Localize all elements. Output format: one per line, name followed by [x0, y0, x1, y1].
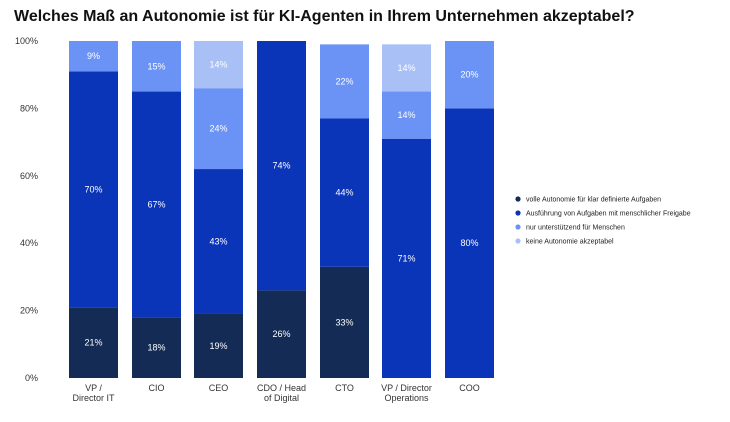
- data-label: 14%: [397, 110, 415, 120]
- legend-marker: [515, 238, 521, 244]
- x-tick-label: Director IT: [72, 393, 115, 403]
- bar-segment: [320, 118, 369, 267]
- y-tick-label: 60%: [20, 171, 38, 181]
- data-label: 24%: [209, 124, 227, 134]
- chart-title: Welches Maß an Autonomie ist für KI-Agen…: [14, 8, 635, 25]
- data-label: 67%: [147, 199, 165, 209]
- x-tick-label: CDO / Head: [257, 383, 306, 393]
- legend: volle Autonomie für klar definierte Aufg…: [515, 196, 691, 246]
- legend-label: nur unterstützend für Menschen: [526, 225, 625, 232]
- y-tick-label: 40%: [20, 238, 38, 248]
- data-label: 43%: [209, 237, 227, 247]
- data-label: 20%: [460, 70, 478, 80]
- data-label: 15%: [147, 61, 165, 71]
- data-label: 9%: [87, 51, 100, 61]
- y-tick-label: 20%: [20, 306, 38, 316]
- bar-segment: [69, 71, 118, 308]
- bar-segment: [194, 88, 243, 170]
- y-axis: 0% 20% 40% 60% 80% 100%: [15, 36, 38, 383]
- x-tick-label: CTO: [335, 383, 354, 393]
- bar-segment: [382, 91, 431, 139]
- bars: 21% 70% 9% 18% 67% 15% 19% 43% 24% 14% 26% 74% 33% 44…: [69, 41, 494, 379]
- bar-segment: [445, 108, 494, 379]
- x-tick-label: VP /: [85, 383, 102, 393]
- data-label: 70%: [84, 184, 102, 194]
- bar-segment: [382, 138, 431, 378]
- legend-marker: [515, 210, 521, 216]
- bar-segment: [132, 41, 181, 92]
- bar-segment: [69, 41, 118, 72]
- data-label: 26%: [272, 329, 290, 339]
- x-tick-label: Operations: [384, 393, 429, 403]
- bar-segment: [194, 41, 243, 89]
- data-label: 14%: [209, 60, 227, 70]
- legend-marker: [515, 224, 521, 230]
- bar-segment: [382, 44, 431, 92]
- data-label: 21%: [84, 338, 102, 348]
- bar-segment: [257, 41, 306, 291]
- data-label: 18%: [147, 343, 165, 353]
- data-label: 74%: [272, 161, 290, 171]
- x-tick-label: COO: [459, 383, 480, 393]
- y-tick-label: 0%: [25, 373, 38, 383]
- legend-label: keine Autonomie akzeptabel: [526, 239, 614, 246]
- bar-segment: [257, 290, 306, 378]
- x-tick-label: CIO: [148, 383, 164, 393]
- bar-segment: [69, 307, 118, 378]
- bar-segment: [320, 44, 369, 119]
- bar-segment: [194, 169, 243, 314]
- bar-segment: [445, 41, 494, 109]
- x-tick-label: of Digital: [264, 393, 299, 403]
- legend-marker: [515, 196, 521, 202]
- data-label: 80%: [460, 238, 478, 248]
- x-tick-label: CEO: [209, 383, 229, 393]
- bar-segment: [320, 266, 369, 378]
- legend-label: Ausführung von Aufgaben mit menschlicher…: [526, 211, 691, 218]
- data-label: 71%: [397, 253, 415, 263]
- y-tick-label: 100%: [15, 36, 38, 46]
- bar-segment: [132, 317, 181, 378]
- data-label: 33%: [335, 317, 353, 327]
- bar-segment: [194, 313, 243, 378]
- data-label: 44%: [335, 188, 353, 198]
- data-label: 14%: [397, 63, 415, 73]
- data-label: 22%: [335, 76, 353, 86]
- x-tick-label: VP / Director: [381, 383, 432, 393]
- data-label: 19%: [209, 341, 227, 351]
- legend-label: volle Autonomie für klar definierte Aufg…: [526, 197, 661, 204]
- y-tick-label: 80%: [20, 103, 38, 113]
- bar-segment: [132, 91, 181, 318]
